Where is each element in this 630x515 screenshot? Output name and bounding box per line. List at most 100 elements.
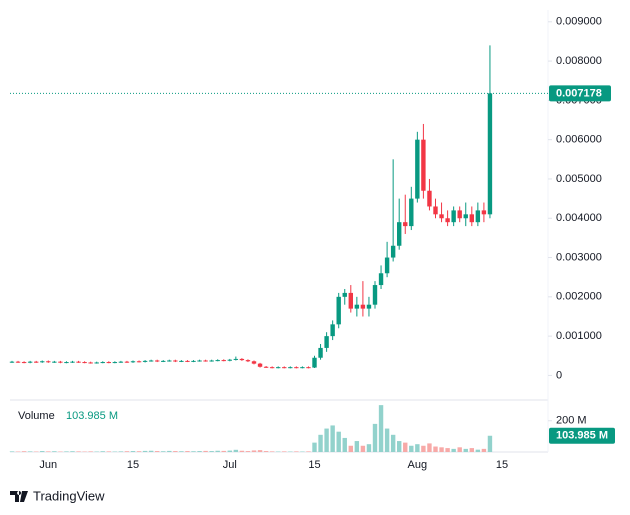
candle-body xyxy=(463,214,468,219)
volume-bar xyxy=(106,451,111,452)
candle-body xyxy=(239,358,245,361)
candle-body xyxy=(269,367,275,369)
volume-bar xyxy=(318,434,323,452)
volume-bar xyxy=(209,451,214,452)
candle-body xyxy=(40,361,45,363)
candle-body xyxy=(372,285,378,305)
volume-bar xyxy=(439,447,444,452)
price-tick-label: 0.002000 xyxy=(556,291,602,303)
volume-bar xyxy=(433,446,438,452)
volume-bar xyxy=(221,450,226,452)
candle-body xyxy=(88,362,93,364)
candle-body xyxy=(427,190,432,207)
volume-bar xyxy=(336,431,341,452)
candle-body xyxy=(94,362,99,364)
volume-bar xyxy=(21,451,27,452)
volume-legend[interactable]: Volume xyxy=(18,410,55,422)
candle-body xyxy=(342,292,347,297)
candle-body xyxy=(318,347,323,358)
candle-body xyxy=(487,93,493,215)
candle-body xyxy=(130,361,136,363)
candle-body xyxy=(124,361,130,363)
candle-body xyxy=(378,273,384,286)
candle-body xyxy=(9,361,15,363)
candle-body xyxy=(366,304,372,309)
volume-bar xyxy=(312,442,317,452)
price-tick-label: 0.001000 xyxy=(556,330,602,342)
candle-body xyxy=(348,292,353,309)
candle-body xyxy=(336,296,341,325)
candle-body xyxy=(397,222,402,246)
candle-body xyxy=(445,218,450,223)
candle-body xyxy=(306,367,311,369)
candle-body xyxy=(106,362,111,364)
volume-bar xyxy=(46,451,51,452)
candle-body xyxy=(324,336,329,348)
volume-bar xyxy=(269,451,275,452)
volume-bar xyxy=(451,448,456,452)
volume-bar xyxy=(348,445,353,452)
candle-body xyxy=(173,360,178,362)
volume-bar xyxy=(263,451,269,452)
candle-body xyxy=(185,360,190,362)
time-tick-label: Jul xyxy=(223,459,237,471)
candle-body xyxy=(257,363,263,367)
volume-bar xyxy=(100,451,105,452)
candle-body xyxy=(221,360,226,362)
volume-bar xyxy=(203,450,208,452)
volume-bar xyxy=(251,450,257,452)
brand-logo[interactable]: TradingView xyxy=(10,488,105,503)
volume-bar xyxy=(136,451,142,452)
volume-bar xyxy=(342,437,347,452)
volume-bar xyxy=(233,449,239,452)
price-tick-label: 0.005000 xyxy=(556,173,602,185)
candle-body xyxy=(233,358,239,360)
candle-body xyxy=(263,366,269,368)
candle-body xyxy=(481,210,487,215)
candle-body xyxy=(112,362,118,364)
volume-bar xyxy=(421,445,426,452)
volume-bar xyxy=(294,451,299,452)
volume-legend-value: 103.985 M xyxy=(66,410,118,422)
candle-body xyxy=(469,214,474,223)
volume-bar xyxy=(142,450,148,452)
volume-bar xyxy=(384,428,390,452)
candle-body xyxy=(451,210,456,223)
last-volume-tag xyxy=(549,427,615,444)
candle-body xyxy=(384,257,390,274)
candle-body xyxy=(390,245,396,258)
volume-bar xyxy=(360,445,366,452)
candle-body xyxy=(118,361,124,363)
volume-bar xyxy=(457,447,462,452)
candle-body xyxy=(58,361,63,363)
volume-bar xyxy=(191,451,196,452)
candle-body xyxy=(215,360,220,362)
candle-body xyxy=(433,206,438,215)
candle-body xyxy=(64,362,69,364)
volume-bar xyxy=(179,451,184,452)
volume-bar xyxy=(88,451,93,452)
candle-body xyxy=(282,367,287,369)
volume-bar xyxy=(306,451,311,452)
volume-bar xyxy=(76,451,81,452)
time-tick-label: Jun xyxy=(39,459,57,471)
last-volume-label: 103.985 M xyxy=(556,430,608,442)
volume-bar xyxy=(481,448,487,452)
last-price-label: 0.007178 xyxy=(556,87,602,99)
volume-bar xyxy=(245,451,251,452)
volume-bar xyxy=(64,451,69,452)
candle-body xyxy=(330,324,335,337)
volume-bar xyxy=(167,450,172,452)
volume-bar xyxy=(155,451,160,452)
candle-body xyxy=(209,360,214,362)
price-tick-label: 0.003000 xyxy=(556,251,602,263)
volume-bar xyxy=(390,434,396,452)
volume-bar xyxy=(130,451,136,452)
volume-bar xyxy=(70,451,75,452)
candle-body xyxy=(100,362,105,364)
candle-body xyxy=(354,304,360,309)
volume-bar xyxy=(366,444,372,452)
time-tick-label: 15 xyxy=(127,459,139,471)
